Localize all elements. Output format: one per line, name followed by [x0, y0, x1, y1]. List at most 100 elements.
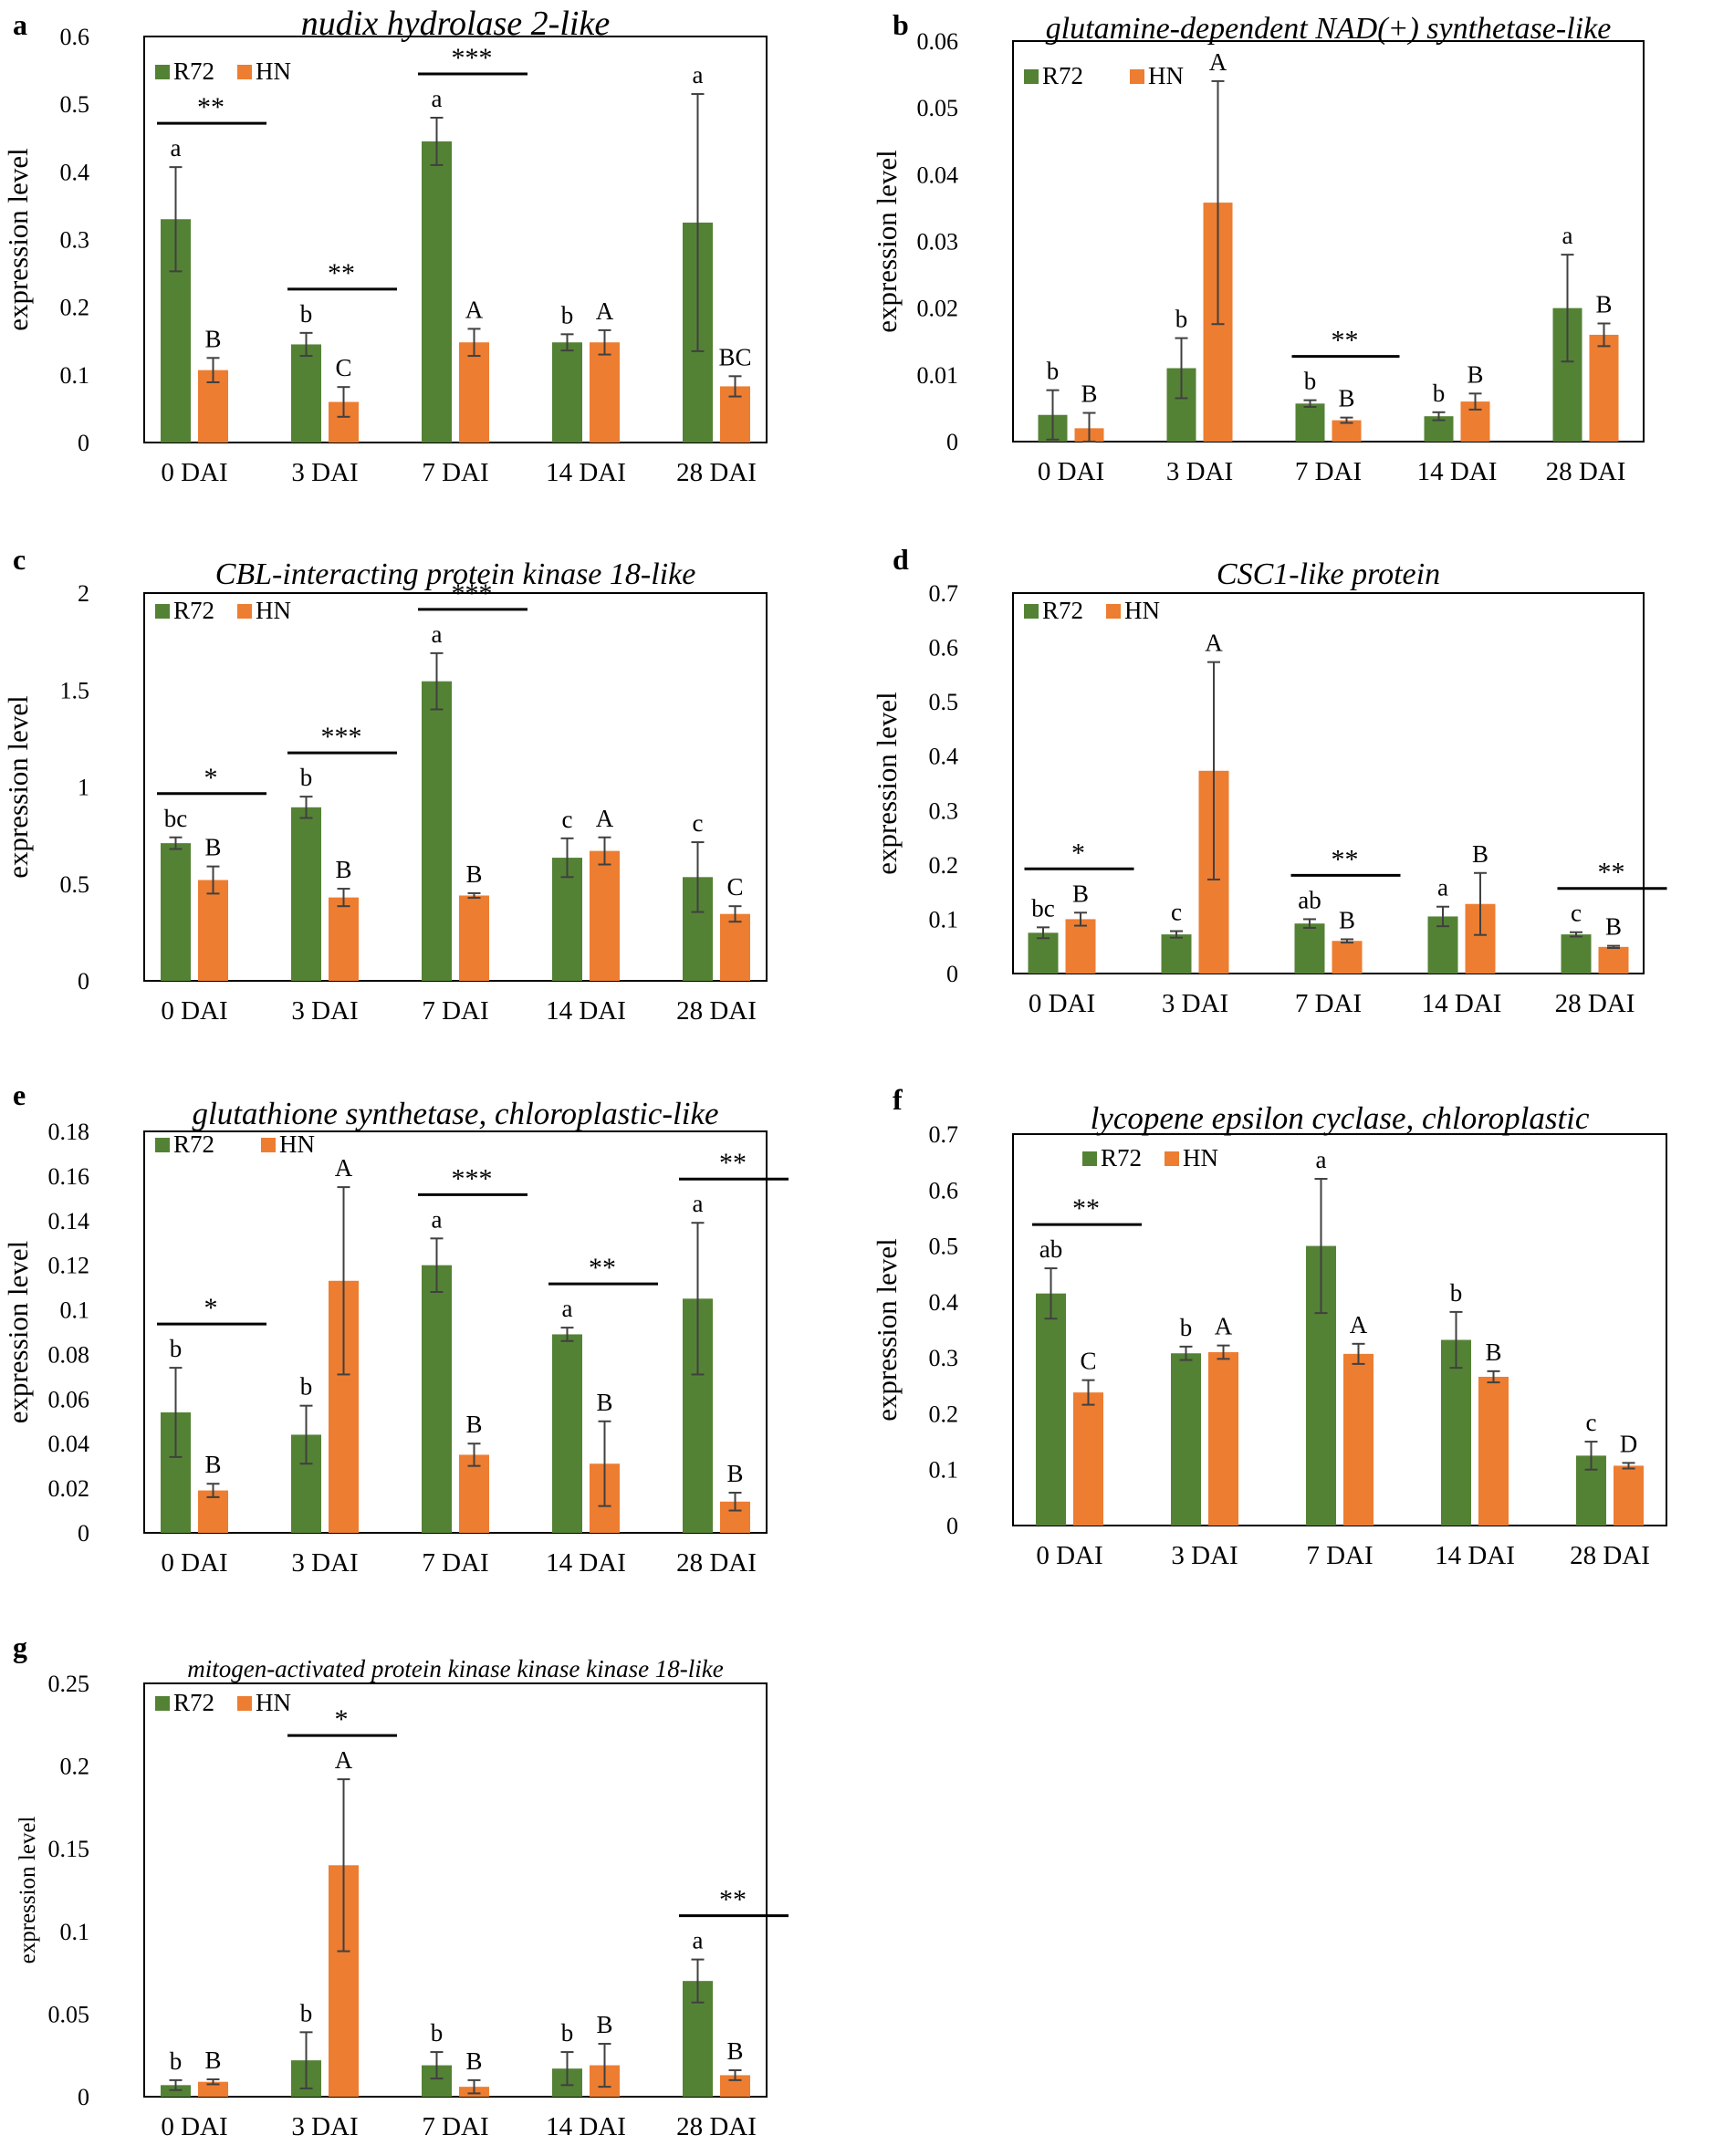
x-tick-label: 7 DAI: [422, 458, 488, 487]
panel-label: b: [893, 8, 909, 41]
x-tick-label: 0 DAI: [1029, 989, 1095, 1018]
significance-letter: A: [596, 805, 614, 832]
legend-swatch-r72: [155, 1696, 170, 1711]
legend-swatch-hn: [1165, 1151, 1179, 1166]
bar-hn-4: [720, 913, 750, 981]
significance-letter: C: [726, 873, 743, 901]
y-tick-label: 1.5: [60, 677, 90, 703]
bar-hn-0: [198, 2081, 228, 2097]
x-tick-label: 28 DAI: [1555, 989, 1635, 1018]
y-tick-label: 0.4: [929, 744, 959, 770]
y-tick-label: 0.5: [60, 871, 90, 898]
bar-hn-0: [1073, 1392, 1103, 1526]
significance-stars: *: [204, 763, 218, 793]
significance-letter: b: [300, 764, 313, 791]
legend-swatch-hn: [1130, 69, 1144, 84]
significance-letter: c: [693, 809, 704, 837]
significance-stars: *: [204, 1293, 218, 1323]
legend-label-r72: R72: [173, 57, 214, 85]
bar-hn-2: [459, 1454, 489, 1533]
significance-stars: **: [1332, 326, 1359, 356]
significance-letter: B: [1595, 290, 1612, 318]
panel-label: g: [13, 1630, 27, 1663]
legend-label-hn: HN: [256, 597, 291, 624]
significance-letter: B: [726, 1460, 743, 1487]
bar-r72-4: [1561, 934, 1592, 974]
significance-letter: b: [300, 1999, 313, 2026]
significance-letter: bc: [164, 805, 188, 832]
y-tick-label: 0.14: [48, 1208, 90, 1234]
significance-letter: b: [300, 300, 313, 328]
plot-frame: [143, 36, 768, 443]
significance-letter: C: [1080, 1348, 1096, 1375]
significance-letter: a: [432, 620, 443, 648]
y-tick-label: 0.3: [60, 227, 90, 254]
significance-letter: b: [170, 2047, 183, 2075]
significance-stars: ***: [321, 722, 362, 752]
significance-stars: **: [719, 1885, 747, 1915]
significance-letter: c: [562, 806, 573, 833]
legend: R72 HN: [155, 1130, 315, 1158]
legend-swatch-hn: [237, 604, 252, 619]
panel-label: a: [13, 8, 27, 41]
significance-letter: B: [1081, 380, 1097, 408]
y-tick-label: 0.03: [917, 229, 959, 255]
bar-r72-1: [1161, 934, 1192, 974]
panel-e: e glutathione synthetase, chloroplastic-l…: [2, 1078, 789, 1578]
significance-letter: b: [1175, 306, 1188, 333]
significance-stars: *: [1071, 838, 1085, 868]
legend-label-hn: HN: [256, 57, 291, 85]
x-tick-label: 0 DAI: [1036, 1541, 1102, 1570]
significance-letter: A: [1215, 1313, 1233, 1340]
bar-hn-0: [198, 880, 228, 981]
y-tick-label: 0.18: [48, 1119, 90, 1145]
significance-letter: c: [1586, 1409, 1597, 1436]
significance-letter: B: [465, 2047, 482, 2075]
legend: R72 HN: [1024, 597, 1160, 624]
bar-hn-3: [590, 850, 620, 981]
significance-letter: a: [693, 61, 704, 89]
chart-title: lycopene epsilon cyclase, chloroplastic: [1091, 1100, 1590, 1136]
significance-letter: b: [561, 2019, 574, 2047]
significance-stars: **: [1072, 1193, 1100, 1224]
significance-letter: B: [1339, 906, 1355, 933]
y-tick-label: 0.05: [917, 95, 959, 121]
y-tick-label: 0.02: [917, 296, 959, 322]
bar-hn-4: [1589, 334, 1619, 442]
y-tick-label: 0.16: [48, 1163, 90, 1190]
y-axis-label: expression level: [16, 1817, 40, 1964]
bar-hn-2: [1343, 1353, 1374, 1526]
x-tick-label: 3 DAI: [291, 2112, 358, 2141]
x-tick-label: 7 DAI: [422, 1548, 488, 1578]
x-tick-label: 14 DAI: [546, 1548, 626, 1578]
significance-letter: A: [1209, 48, 1227, 76]
significance-letter: A: [596, 297, 614, 325]
x-tick-label: 14 DAI: [546, 996, 626, 1026]
y-tick-label: 0.2: [929, 852, 959, 879]
bar-hn-1: [1208, 1352, 1238, 1526]
significance-letter: B: [1072, 880, 1089, 907]
legend-label-r72: R72: [1042, 62, 1083, 89]
y-tick-label: 0.06: [917, 28, 959, 55]
panel-a: a nudix hydrolase 2-like00.10.20.30.40.50…: [2, 5, 768, 487]
y-axis-label: expression level: [871, 1238, 903, 1422]
y-tick-label: 0.05: [48, 2001, 90, 2027]
bar-r72-1: [291, 344, 321, 443]
significance-letter: B: [596, 2011, 612, 2038]
y-tick-label: 0: [78, 2084, 89, 2110]
significance-stars: **: [589, 1253, 616, 1283]
x-tick-label: 7 DAI: [422, 2112, 488, 2141]
x-tick-label: 0 DAI: [161, 2112, 227, 2141]
y-tick-label: 0.1: [929, 906, 959, 932]
x-tick-label: 3 DAI: [1162, 989, 1228, 1018]
panel-label: e: [13, 1078, 26, 1111]
y-tick-label: 0.1: [929, 1457, 959, 1484]
bar-hn-0: [1065, 919, 1096, 974]
plot-frame: [1012, 40, 1645, 443]
x-tick-label: 28 DAI: [676, 996, 757, 1026]
legend-label-hn: HN: [1183, 1144, 1218, 1172]
x-tick-label: 28 DAI: [676, 458, 757, 487]
y-tick-label: 0.1: [60, 362, 90, 389]
x-tick-label: 14 DAI: [546, 458, 626, 487]
